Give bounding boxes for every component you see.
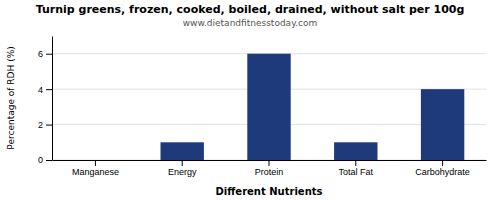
y-axis-line [52,37,53,161]
grid [52,54,486,160]
x-tick-label: Manganese [72,167,119,177]
x-tick-mark [95,160,96,166]
bar [74,160,117,161]
x-tick-label: Energy [168,167,197,177]
x-tick-label: Carbohydrate [415,167,470,177]
y-axis-title: Percentage of RDH (%) [6,46,16,149]
x-tick: Manganese [72,160,119,177]
y-tick-label: 0 [38,155,43,165]
bar [247,54,290,160]
title: Turnip greens, frozen, cooked, boiled, d… [36,3,465,16]
y-tick: 6 [38,49,52,59]
bars [161,54,465,160]
y-tick-mark [46,89,52,90]
x-tick: Protein [255,160,284,177]
x-tick: Carbohydrate [415,160,470,177]
x-tick-label: Protein [255,167,284,177]
y-tick-mark [46,160,52,161]
plot: Manganese Energy Protein Total Fat Carbohydr… [38,37,487,178]
x-axis-title: Different Nutrients [216,186,323,197]
x-tick-mark [355,160,356,166]
y-tick-label: 6 [38,49,43,59]
bar [334,142,377,160]
x-tick-label: Total Fat [339,167,374,177]
x-tick-mark [269,160,270,166]
x-tick-mark [182,160,183,166]
bar [161,142,204,160]
y-tick-mark [46,54,52,55]
y-tick: 0 [38,155,52,165]
x-tick-mark [442,160,443,166]
y-tick-label: 2 [38,120,43,130]
x-axis: Manganese Energy Protein Total Fat Carbohydr… [53,160,487,177]
x-tick: Total Fat [339,160,374,177]
chart: Turnip greens, frozen, cooked, boiled, d… [0,0,500,200]
x-tick: Energy [168,160,197,177]
y-tick: 4 [38,85,52,95]
y-tick-mark [46,125,52,126]
subtitle: www.dietandfitnesstoday.com [183,18,318,28]
y-axis: 0 2 4 6 [38,37,53,166]
bar [421,89,464,160]
y-tick: 2 [38,120,52,130]
y-tick-label: 4 [38,85,43,95]
